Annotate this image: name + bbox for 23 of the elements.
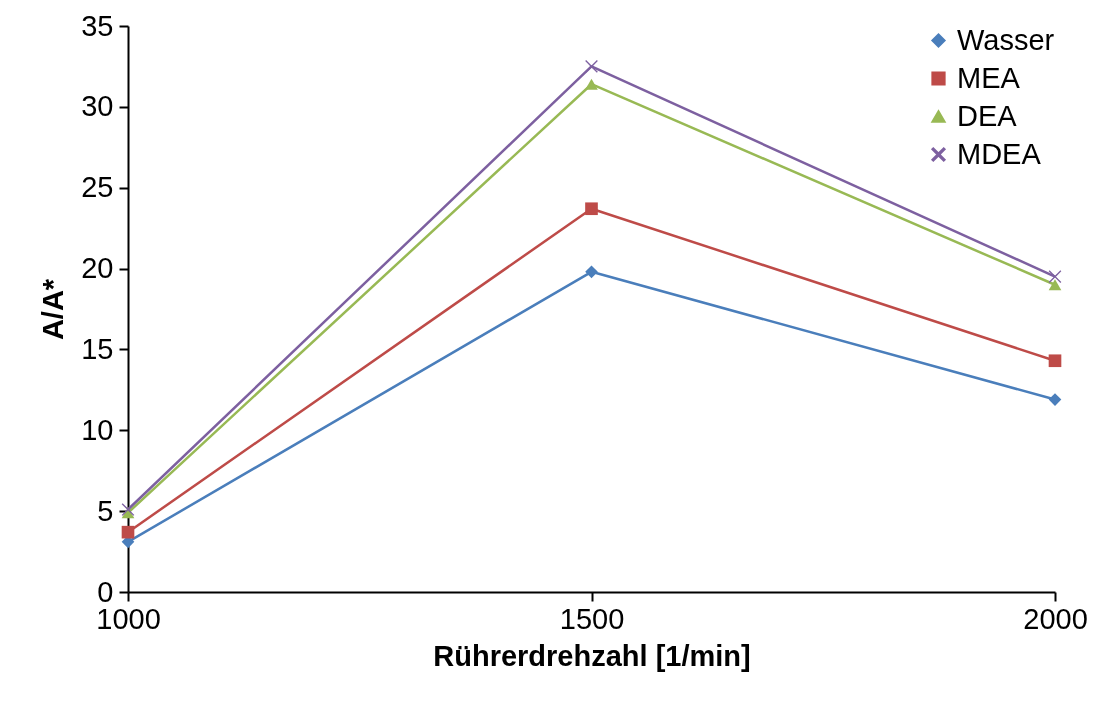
legend-label: MDEA: [957, 137, 1042, 170]
y-tick-label: 20: [81, 252, 114, 285]
point: [121, 525, 135, 539]
point: [585, 202, 598, 216]
y-tick-label: 5: [97, 494, 114, 527]
point: [585, 265, 598, 279]
y-tick-label: 10: [81, 413, 114, 446]
point: [1048, 393, 1062, 406]
x-tick-label: 1500: [559, 602, 625, 635]
legend-label: MEA: [957, 61, 1021, 94]
legend-label: DEA: [957, 99, 1018, 132]
y-tick-label: 25: [81, 171, 114, 204]
y-tick-label: 15: [81, 332, 114, 365]
y-tick-label: 35: [81, 9, 114, 42]
x-axis-title: Rührerdrehzahl [1/min]: [433, 639, 751, 672]
point: [1048, 270, 1062, 283]
point: [1048, 279, 1062, 291]
point: [121, 503, 135, 516]
x-tick-label: 2000: [1023, 602, 1088, 635]
y-tick-label: 30: [81, 90, 114, 123]
legend-label: Wasser: [957, 23, 1055, 56]
y-axis-title: A/A*: [37, 278, 70, 341]
point: [1048, 354, 1062, 368]
